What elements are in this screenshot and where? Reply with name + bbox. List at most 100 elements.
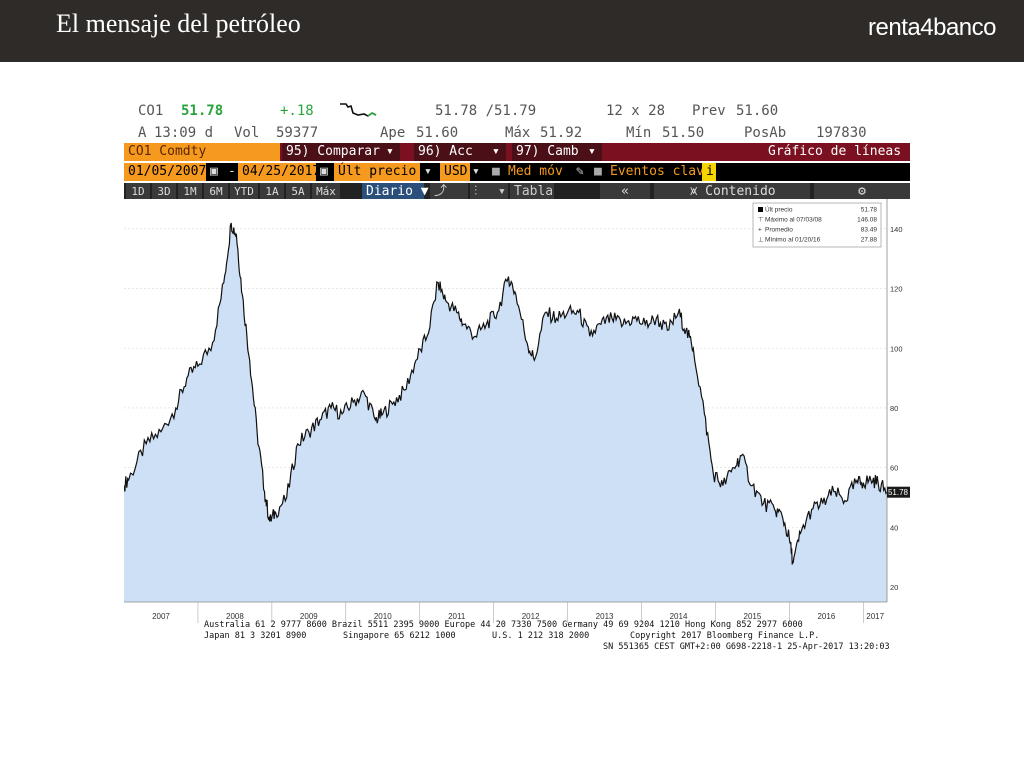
slide-title: El mensaje del petróleo: [56, 9, 301, 38]
chart-type-label[interactable]: Gráfico de líneas: [768, 144, 902, 159]
footer-contacts-line1: Australia 61 2 9777 8600 Brazil 5511 239…: [204, 620, 803, 630]
trade-size: 12 x 28: [606, 103, 666, 119]
style-dropdown-icon[interactable]: ▾: [496, 183, 508, 201]
legend-label-average: Promedio: [765, 227, 793, 234]
x-tick-label: 2014: [670, 612, 688, 621]
moving-avg-label[interactable]: Med móv: [508, 164, 563, 179]
start-date-field[interactable]: 01/05/2007: [124, 163, 206, 181]
period-button-máx[interactable]: Máx: [312, 183, 340, 201]
low-value: 51.50: [662, 125, 705, 141]
legend-marker-low: ⊥: [758, 237, 764, 244]
legend-value-last: 51.78: [861, 207, 878, 214]
table-button[interactable]: Tabla: [510, 183, 554, 201]
end-calendar-icon[interactable]: ▣: [320, 164, 328, 179]
actions-button[interactable]: 96) Acc: [414, 143, 490, 161]
sparkline-icon: [338, 101, 382, 123]
legend-value-high: 146.08: [857, 217, 877, 224]
y-tick-label: 140: [890, 225, 903, 234]
x-tick-label: 2015: [744, 612, 762, 621]
currency-select[interactable]: USD: [440, 163, 470, 181]
prev-label: Prev: [692, 103, 726, 119]
legend-frame: [752, 202, 882, 248]
frequency-select[interactable]: Diario ▼: [362, 183, 429, 201]
y-tick-label: 100: [890, 344, 903, 353]
slide-header: El mensaje del petróleo renta4banco: [0, 0, 1024, 62]
legend-label-high: Máximo al 07/03/08: [765, 217, 822, 224]
legend-value-low: 27.88: [861, 237, 878, 244]
high-label: Máx: [505, 125, 531, 141]
x-tick-label: 2010: [374, 612, 392, 621]
legend-label-last: Últ precio: [765, 205, 793, 214]
volume-value: 59377: [276, 125, 319, 141]
period-button-6m[interactable]: 6M: [204, 183, 228, 201]
footer-singapore: Singapore 65 6212 1000: [343, 631, 456, 641]
period-button-ytd[interactable]: YTD: [230, 183, 258, 201]
price-field-select[interactable]: Últ precio: [334, 163, 420, 181]
last-value-marker: [887, 486, 910, 498]
collapse-button[interactable]: «: [600, 183, 650, 201]
footer-us: U.S. 1 212 318 2000: [492, 631, 590, 641]
date-range-dash: -: [228, 164, 236, 179]
legend-swatch-last: [758, 207, 763, 212]
period-button-5a[interactable]: 5A: [286, 183, 310, 201]
time-label: A: [138, 125, 147, 141]
change-button[interactable]: 97) Camb: [512, 143, 586, 161]
chart-legend: Últ precio 51.78 ⊤ Máximo al 07/03/08 14…: [752, 202, 882, 248]
period-button-1d[interactable]: 1D: [126, 183, 150, 201]
legend-label-low: Mínimo al 01/20/16: [765, 237, 821, 244]
security-field[interactable]: CO1 Comdty: [124, 143, 280, 161]
toolbar-period-row: 1D 3D 1M 6M YTD 1A 5A Máx Diario ▼ ⤴ ⫶ ▾ Tabla …: [124, 183, 910, 201]
period-button-1m[interactable]: 1M: [178, 183, 202, 201]
key-events-label[interactable]: Eventos clave: [610, 164, 712, 179]
y-tick-label: 120: [890, 285, 903, 294]
content-chart-icon: ⩙: [690, 184, 706, 199]
last-price: 51.78: [181, 103, 224, 119]
change-dropdown-icon[interactable]: ▾: [586, 143, 602, 161]
period-button-1a[interactable]: 1A: [260, 183, 284, 201]
x-tick-label: 2013: [596, 612, 614, 621]
actions-dropdown-icon[interactable]: ▾: [490, 143, 506, 161]
compare-button[interactable]: 95) Comparar: [282, 143, 384, 161]
toolbar-security-row: CO1 Comdty 95) Comparar ▾ 96) Acc ▾ 97) …: [124, 143, 910, 161]
settings-gear-icon[interactable]: ⚙: [814, 183, 910, 201]
x-tick-label: 2017: [866, 612, 884, 621]
x-tick-label: 2012: [522, 612, 540, 621]
content-button[interactable]: ⩙ Contenido: [654, 183, 810, 201]
price-line: [124, 222, 888, 565]
line-chart-icon[interactable]: ⤴: [430, 183, 468, 201]
legend-value-average: 83.49: [861, 227, 878, 234]
bid-ask: 51.78 /51.79: [435, 103, 537, 119]
x-tick-label: 2008: [226, 612, 244, 621]
oil-price-chart: 2007 2008 2009 2010 2011 2012 2013 2014 2015 2016…: [124, 199, 910, 654]
last-value-text: 51.78: [888, 488, 909, 497]
quote-row-stats: A 13:09 d Vol 59377 Ape 51.60 Máx 51.92 …: [124, 125, 910, 142]
y-tick-label: 40: [890, 523, 898, 532]
x-tick-labels: 2007 2008 2009 2010 2011 2012 2013 2014 2015 2016…: [152, 602, 885, 623]
pencil-icon[interactable]: ✎: [576, 164, 584, 179]
info-icon[interactable]: i: [702, 163, 716, 181]
moving-avg-checkbox[interactable]: ■: [492, 164, 500, 179]
ticker: CO1: [138, 103, 164, 119]
currency-dropdown-icon[interactable]: ▾: [472, 164, 480, 179]
x-tick-label: 2007: [152, 612, 170, 621]
key-events-checkbox[interactable]: ■: [594, 164, 602, 179]
open-value: 51.60: [416, 125, 459, 141]
prev-value: 51.60: [736, 103, 779, 119]
bar-style-icon[interactable]: ⫶: [470, 183, 496, 201]
brand-logo: renta4banco: [868, 14, 996, 41]
price-area-fill: [124, 222, 887, 602]
compare-dropdown-icon[interactable]: ▾: [384, 143, 400, 161]
quote-row-main: CO1 51.78 +.18 51.78 /51.79 12 x 28 Prev…: [124, 103, 910, 120]
legend-marker-average: +: [758, 227, 762, 234]
end-date-field[interactable]: 04/25/2017: [238, 163, 320, 181]
oi-label: PosAb: [744, 125, 787, 141]
start-calendar-icon[interactable]: ▣: [210, 164, 218, 179]
period-button-3d[interactable]: 3D: [152, 183, 176, 201]
y-tick-label: 60: [890, 464, 898, 473]
toolbar-date-row: 01/05/2007 ▣ - 04/25/2017 ▣ Últ precio ▾…: [124, 163, 910, 181]
oi-value: 197830: [816, 125, 867, 141]
price-change: +.18: [280, 103, 314, 119]
x-tick-label: 2011: [448, 612, 466, 621]
x-tick-label: 2016: [817, 612, 835, 621]
field-dropdown-icon[interactable]: ▾: [424, 164, 432, 179]
